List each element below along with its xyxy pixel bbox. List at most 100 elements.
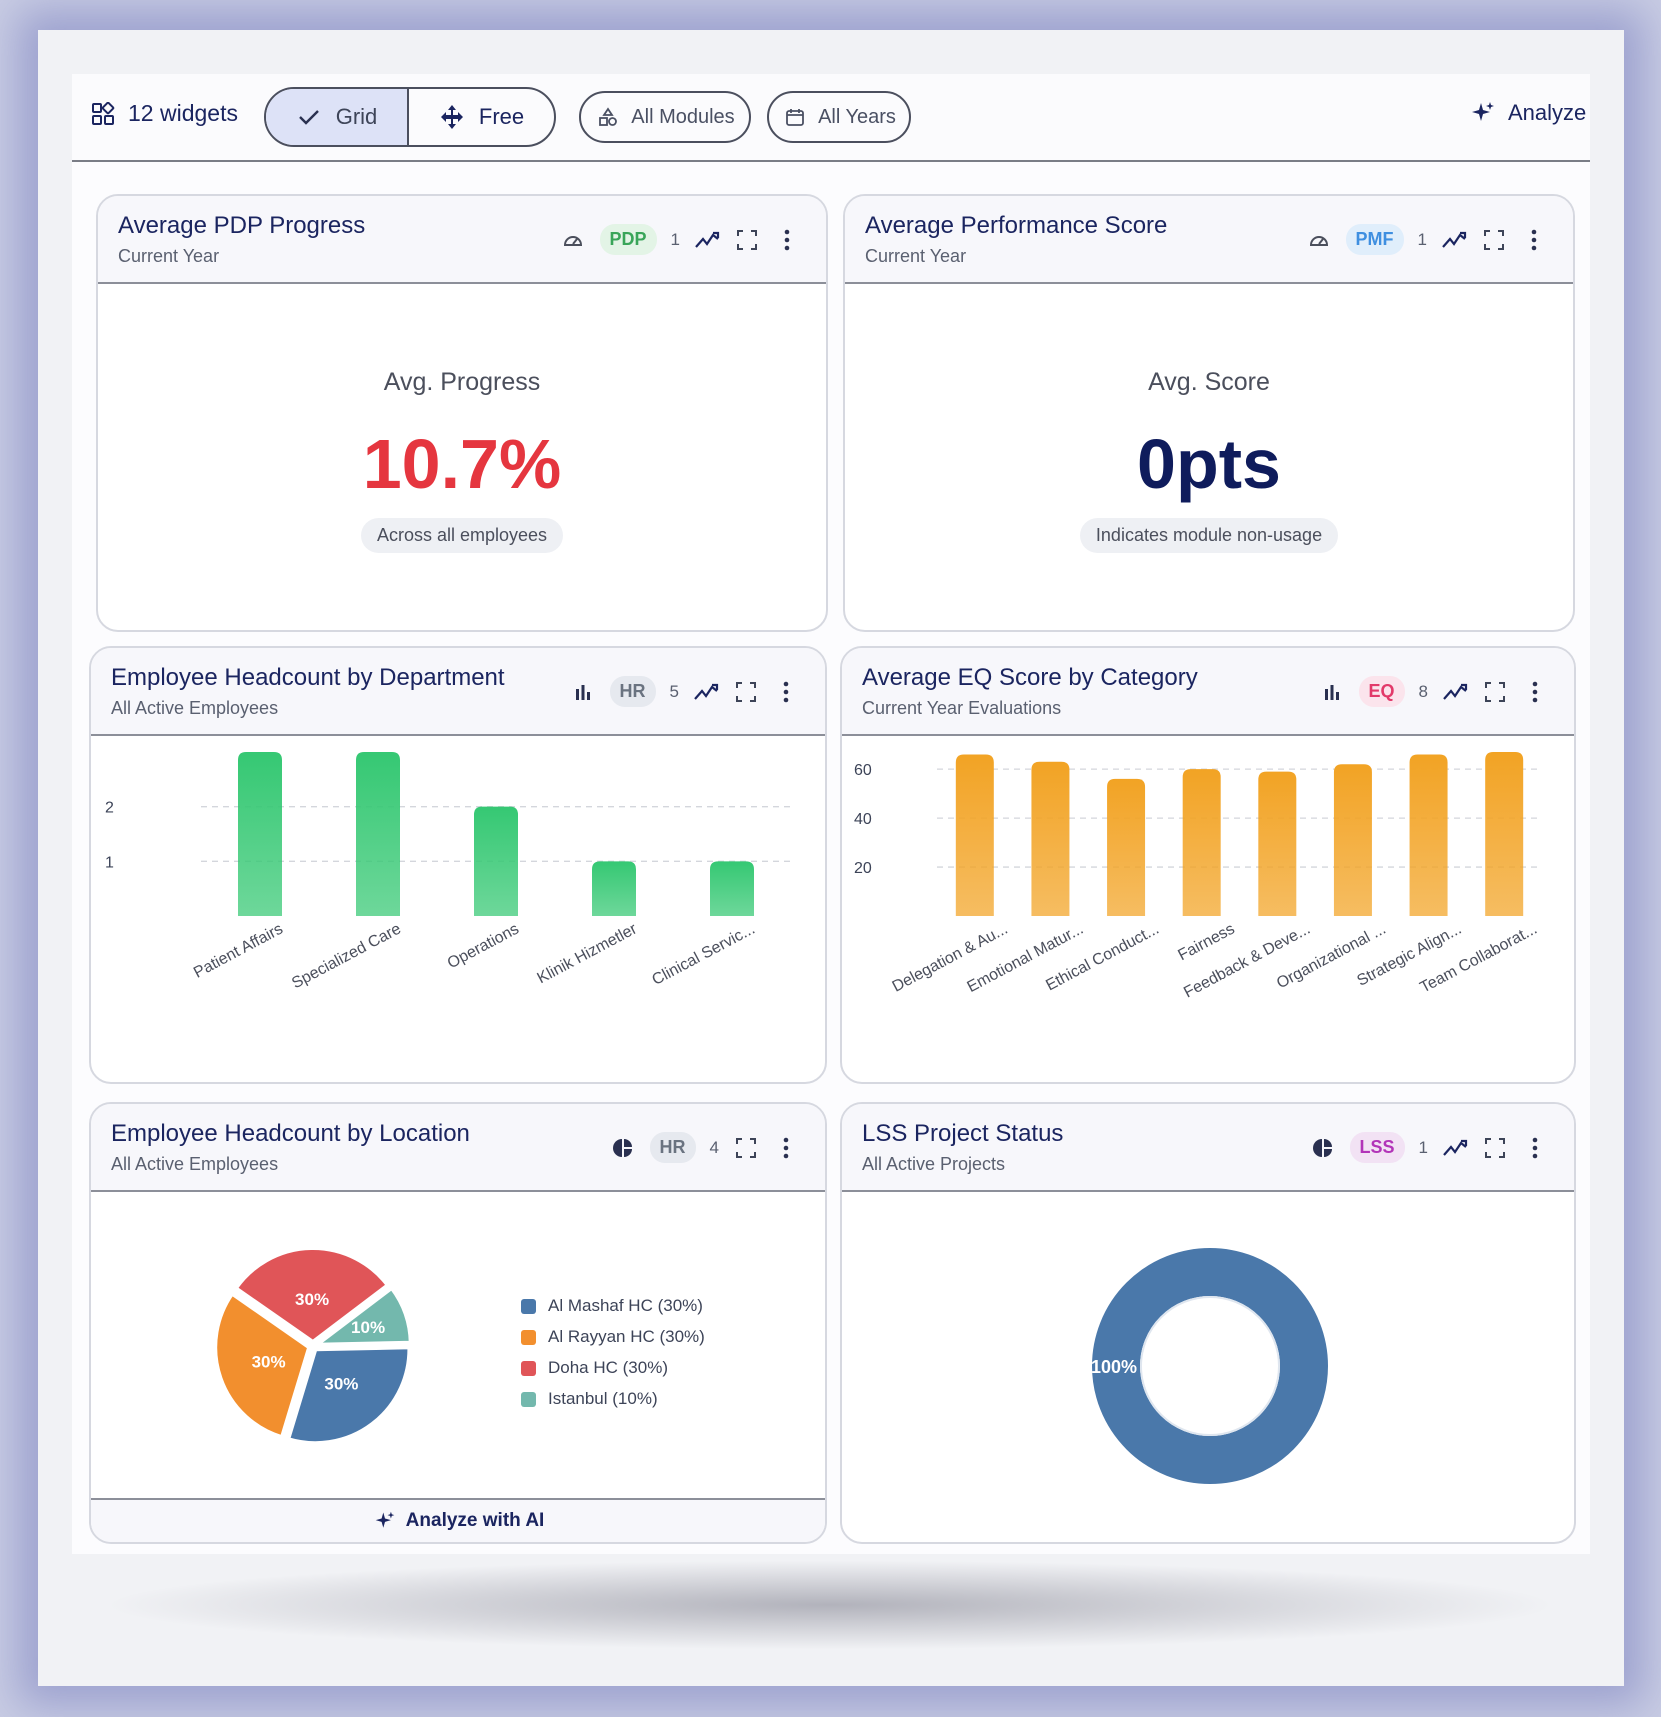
card-header: Employee Headcount by Department All Act… bbox=[91, 648, 825, 736]
kpi-note-wrap: Across all employees bbox=[98, 518, 826, 553]
kpi-label: Avg. Score bbox=[1148, 368, 1270, 396]
drop-shadow bbox=[100, 1560, 1560, 1650]
legend-label: Al Rayyan HC (30%) bbox=[548, 1327, 705, 1346]
bar[interactable] bbox=[1485, 752, 1524, 916]
check-icon bbox=[296, 104, 322, 130]
free-layout-button[interactable]: Free bbox=[409, 89, 554, 145]
pie-slice[interactable] bbox=[310, 1285, 413, 1347]
more-options-icon[interactable] bbox=[773, 1135, 799, 1161]
analyze-button[interactable]: Analyze bbox=[1470, 100, 1586, 126]
gauge-icon bbox=[560, 227, 586, 253]
legend-label: Istanbul (10%) bbox=[548, 1389, 658, 1408]
trend-icon[interactable] bbox=[1441, 227, 1467, 253]
gauge-icon bbox=[1306, 227, 1332, 253]
more-options-icon[interactable] bbox=[1522, 1135, 1548, 1161]
legend-swatch bbox=[521, 1391, 536, 1407]
bar[interactable] bbox=[238, 752, 282, 916]
module-badge: EQ bbox=[1358, 676, 1405, 707]
legend-item[interactable]: Doha HC (30%) bbox=[521, 1358, 705, 1378]
bar[interactable] bbox=[592, 861, 636, 916]
more-options-icon[interactable] bbox=[774, 227, 800, 253]
y-tick-label: 20 bbox=[854, 860, 872, 877]
widget-count-label: 12 widgets bbox=[128, 100, 238, 126]
legend-label: Doha HC (30%) bbox=[548, 1358, 668, 1377]
expand-icon[interactable] bbox=[733, 679, 759, 705]
slice-label: 30% bbox=[324, 1374, 358, 1393]
trend-icon[interactable] bbox=[1442, 679, 1468, 705]
x-tick-label: Fairness bbox=[1175, 921, 1237, 965]
more-options-icon[interactable] bbox=[1522, 679, 1548, 705]
x-tick-label: Clinical Servic... bbox=[649, 921, 757, 989]
card-header: Average PDP Progress Current Year PDP 1 bbox=[98, 196, 826, 284]
toolbar: 12 widgets Grid Free bbox=[72, 74, 1590, 162]
bar[interactable] bbox=[955, 754, 994, 916]
widget-count: 12 widgets bbox=[90, 100, 238, 127]
sparkle-icon bbox=[1470, 100, 1496, 126]
move-icon bbox=[439, 104, 465, 130]
donut-slice[interactable] bbox=[1092, 1248, 1328, 1484]
grid-layout-button[interactable]: Grid bbox=[266, 89, 410, 145]
module-badge: HR bbox=[649, 1132, 696, 1163]
card-actions: PMF 1 bbox=[1306, 224, 1547, 255]
more-options-icon[interactable] bbox=[773, 679, 799, 705]
layout-toggle: Grid Free bbox=[264, 87, 556, 147]
calendar-icon bbox=[782, 104, 808, 130]
expand-icon[interactable] bbox=[1482, 679, 1508, 705]
card-title: Average PDP Progress bbox=[118, 212, 366, 239]
card-actions: HR 5 bbox=[570, 676, 799, 707]
bar[interactable] bbox=[1258, 771, 1297, 916]
pie-slice[interactable] bbox=[232, 1246, 391, 1345]
location-pie-chart: 30% 30% 30% 10% bbox=[213, 1246, 413, 1446]
sparkle-icon bbox=[372, 1508, 398, 1534]
bar[interactable] bbox=[474, 806, 518, 916]
bar[interactable] bbox=[1031, 761, 1070, 916]
y-tick-label: 1 bbox=[105, 854, 114, 871]
all-modules-filter[interactable]: All Modules bbox=[579, 91, 751, 143]
card-subtitle: Current Year bbox=[118, 246, 220, 266]
bar-chart-icon bbox=[1319, 679, 1345, 705]
bar[interactable] bbox=[356, 752, 400, 916]
expand-icon[interactable] bbox=[1481, 227, 1507, 253]
expand-icon[interactable] bbox=[734, 227, 760, 253]
bar[interactable] bbox=[1182, 769, 1221, 916]
analyze-with-ai-button[interactable]: Analyze with AI bbox=[91, 1498, 825, 1542]
y-tick-label: 2 bbox=[105, 800, 114, 817]
card-title: Average Performance Score bbox=[865, 212, 1168, 239]
trend-icon[interactable] bbox=[693, 679, 719, 705]
slice-label: 30% bbox=[252, 1352, 286, 1371]
analyze-label: Analyze bbox=[1508, 100, 1587, 125]
widgets-icon bbox=[90, 101, 116, 127]
all-years-filter[interactable]: All Years bbox=[767, 91, 911, 143]
card-subtitle: All Active Projects bbox=[862, 1154, 1006, 1174]
expand-icon[interactable] bbox=[733, 1135, 759, 1161]
bar[interactable] bbox=[1409, 754, 1448, 916]
years-label: All Years bbox=[818, 105, 896, 128]
x-tick-label: Patient Affairs bbox=[191, 921, 286, 982]
card-header: LSS Project Status All Active Projects L… bbox=[842, 1104, 1574, 1192]
eq-score-card: Average EQ Score by Category Current Yea… bbox=[840, 646, 1576, 1084]
card-title: LSS Project Status bbox=[862, 1120, 1064, 1147]
bar[interactable] bbox=[1333, 764, 1372, 916]
legend-swatch bbox=[521, 1298, 536, 1314]
card-actions: HR 4 bbox=[610, 1132, 799, 1163]
kpi-note: Across all employees bbox=[360, 518, 564, 553]
pie-slice[interactable] bbox=[213, 1290, 312, 1440]
legend-item[interactable]: Al Rayyan HC (30%) bbox=[521, 1327, 705, 1347]
bar[interactable] bbox=[1107, 778, 1146, 916]
slice-label: 100% bbox=[1091, 1357, 1137, 1377]
slice-label: 30% bbox=[295, 1290, 329, 1309]
legend-item[interactable]: Istanbul (10%) bbox=[521, 1389, 705, 1409]
department-bar-chart: 1 2 Patient Affairs Specialized Care Operati… bbox=[105, 752, 791, 992]
widget-count-badge: 8 bbox=[1418, 681, 1428, 701]
trend-icon[interactable] bbox=[1442, 1135, 1468, 1161]
pie-slice[interactable] bbox=[285, 1345, 412, 1446]
modules-label: All Modules bbox=[631, 105, 735, 128]
pie-legend: Al Mashaf HC (30%) Al Rayyan HC (30%) Doha… bbox=[521, 1296, 705, 1420]
more-options-icon[interactable] bbox=[1521, 227, 1547, 253]
expand-icon[interactable] bbox=[1482, 1135, 1508, 1161]
trend-icon[interactable] bbox=[694, 227, 720, 253]
card-actions: EQ 8 bbox=[1319, 676, 1548, 707]
legend-item[interactable]: Al Mashaf HC (30%) bbox=[521, 1296, 705, 1316]
bar[interactable] bbox=[710, 861, 754, 916]
